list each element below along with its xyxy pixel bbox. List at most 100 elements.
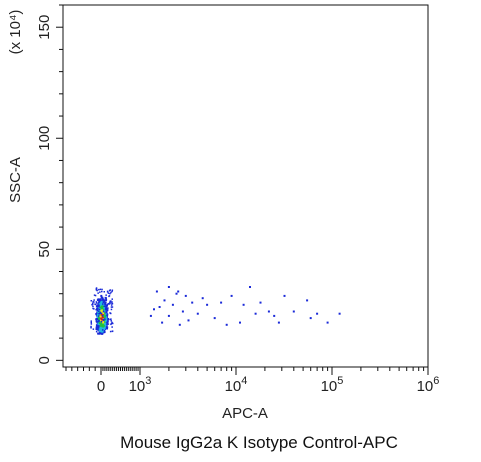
density-dot [100,312,103,315]
density-dot [101,288,103,291]
density-dot [110,322,113,325]
scatter-point [191,301,194,304]
density-dot [105,310,108,313]
density-dot [102,329,104,331]
density-dot [94,303,97,306]
scatter-point [161,321,164,324]
density-dot [110,302,112,304]
density-dot [98,313,100,315]
density-dot [104,306,107,309]
scatter-point [149,314,152,317]
density-dot [105,305,108,308]
scatter-point [259,301,262,304]
scatter-points [149,286,341,326]
density-dot [110,318,112,320]
density-dot [111,289,114,291]
density-dot [95,330,98,333]
scatter-point [277,321,280,324]
scatter-point [254,312,257,315]
density-dot [102,301,105,304]
density-dot [90,300,92,302]
density-dot [98,332,101,335]
density-dot [102,318,105,321]
density-dot [96,328,99,331]
density-dot [99,324,102,327]
density-dot [105,311,108,314]
scatter-point [230,294,233,297]
density-cluster [90,287,114,335]
density-dot [109,330,112,333]
y-axis-multiplier: (x 10⁴) [7,10,24,55]
density-dot [97,298,99,300]
scatter-point [187,319,190,322]
density-dot [110,320,112,322]
density-dot [101,315,104,317]
density-dot [109,301,111,304]
scatter-point [273,314,276,317]
density-dot [99,311,102,314]
y-tick-label: 50 [36,241,53,258]
scatter-point [283,294,286,297]
density-dot [99,312,101,314]
density-dot [106,290,109,293]
density-dot [99,288,102,291]
scatter-point [338,312,341,315]
density-dot [98,319,100,322]
density-dot [96,304,99,307]
density-dot [94,294,97,297]
density-dot [105,294,107,296]
density-dot [103,322,106,325]
density-dot [106,308,108,310]
density-dot [99,325,102,328]
scatter-point [267,310,270,313]
chart-title: Mouse IgG2a K Isotype Control-APC [120,433,398,452]
density-dot [108,295,110,298]
density-dot [106,304,109,307]
density-dot [111,321,113,324]
scatter-point [163,299,166,302]
density-dot [92,300,94,303]
density-dot [102,321,105,324]
density-dot [111,298,113,300]
density-dot [108,303,111,305]
density-dot [107,319,109,321]
density-dot [111,302,114,305]
density-dot [104,319,107,322]
scatter-point [326,321,329,324]
density-dot [104,308,107,311]
density-dot [109,300,111,302]
density-dot [107,302,110,305]
density-dot [96,312,99,315]
density-dot [93,294,96,296]
density-dot [95,313,97,315]
scatter-point [167,314,170,317]
density-dot [110,312,112,315]
density-dot [97,321,99,323]
x-axis: 0 103 104 105 106 [65,367,439,395]
scatter-point [175,292,178,295]
y-tick-label: 150 [36,15,53,40]
density-dot [105,297,107,299]
density-dot [96,302,98,304]
scatter-point [306,299,309,302]
density-dot [99,291,101,293]
density-dot [98,288,100,291]
density-dot [110,306,113,308]
density-dot [108,289,111,292]
density-dot [112,322,114,325]
density-dot [98,299,100,302]
scatter-point [213,317,216,320]
density-dot [101,306,104,309]
density-dot [111,306,114,308]
density-dot [96,309,98,312]
density-dot [100,309,103,312]
density-dot [98,298,101,301]
density-dot [98,309,101,312]
density-dot [104,331,106,333]
scatter-point [178,323,181,326]
density-dot [100,303,103,306]
density-dot [106,320,109,323]
density-dot [100,317,103,320]
